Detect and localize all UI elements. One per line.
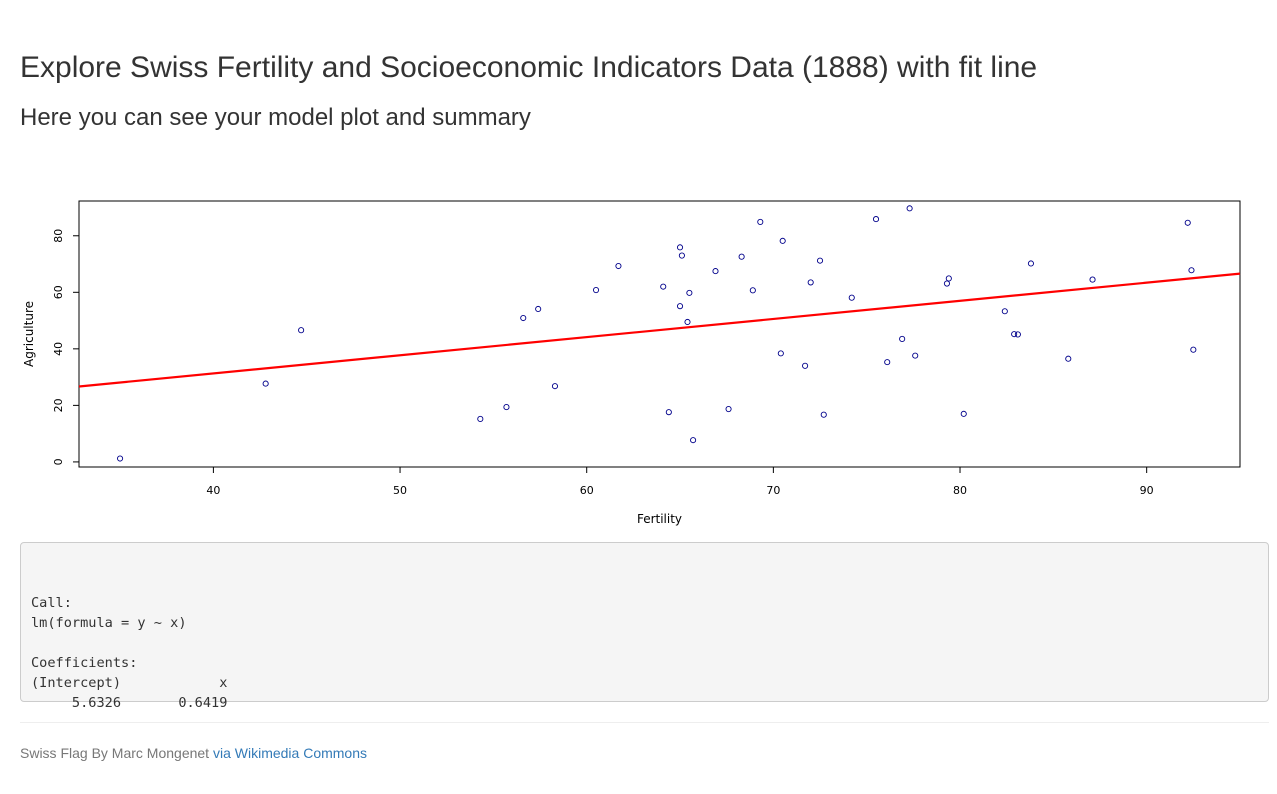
data-point	[816, 257, 824, 264]
x-tick-label: 60	[580, 484, 594, 497]
data-point	[807, 279, 814, 286]
wikimedia-link[interactable]: via Wikimedia Commons	[212, 745, 368, 761]
y-tick-label: 80	[52, 229, 65, 243]
data-point	[262, 380, 269, 387]
data-point	[757, 218, 764, 225]
data-point	[820, 411, 827, 418]
data-point	[520, 314, 527, 322]
data-point	[117, 455, 124, 462]
summary-line	[31, 633, 1258, 653]
data-point	[477, 415, 484, 422]
data-point	[686, 289, 693, 296]
data-point	[660, 283, 667, 290]
data-point	[1190, 346, 1197, 353]
footer-divider	[20, 722, 1269, 723]
x-tick-label: 70	[766, 484, 780, 497]
data-point	[551, 383, 559, 390]
x-axis-label: Fertility	[637, 512, 682, 526]
page-title: Explore Swiss Fertility and Socioeconomi…	[20, 51, 1038, 84]
data-point	[676, 303, 684, 310]
plot-frame	[78, 200, 1241, 468]
data-point	[943, 280, 951, 287]
data-point	[912, 352, 919, 359]
data-point	[802, 362, 809, 369]
data-point	[678, 252, 685, 259]
footer: Swiss Flag By Marc Mongenet via Wikimedi…	[20, 745, 367, 761]
data-point	[615, 262, 622, 270]
data-point	[690, 437, 697, 444]
fit-line	[78, 272, 1241, 388]
data-point	[945, 275, 952, 282]
data-point	[848, 294, 855, 301]
data-point	[777, 350, 784, 357]
y-tick-label: 20	[52, 398, 65, 412]
data-point	[872, 216, 880, 223]
data-point	[1089, 276, 1096, 283]
data-point	[1014, 331, 1021, 338]
y-tick-label: 0	[52, 458, 65, 465]
data-point	[725, 406, 732, 413]
summary-line: lm(formula = y ~ x)	[31, 615, 187, 631]
model-summary: Call: lm(formula = y ~ x) Coefficients: (In…	[20, 542, 1269, 711]
y-tick-label: 40	[52, 342, 65, 356]
data-point	[712, 268, 719, 275]
x-tick-label: 90	[1140, 484, 1154, 497]
data-point	[535, 305, 542, 313]
summary-line: Call:	[31, 595, 72, 611]
summary-line: Coefficients:	[31, 655, 138, 671]
data-point	[503, 404, 510, 411]
data-point	[1184, 219, 1191, 226]
x-tick-label: 80	[953, 484, 967, 497]
page-subtitle: Here you can see your model plot and sum…	[20, 104, 531, 131]
summary-line: 5.6326 0.6419	[31, 695, 228, 711]
data-point	[884, 359, 891, 366]
x-tick-label: 50	[393, 484, 407, 497]
data-point	[899, 335, 906, 342]
data-point	[906, 205, 913, 212]
data-point	[960, 410, 967, 417]
data-point	[1027, 260, 1034, 267]
x-tick-label: 40	[206, 484, 220, 497]
scatter-plot: 40 50 60 70 80 90 0 20 40 60 80 Fertility Agricultur…	[22, 200, 1241, 526]
data-point	[684, 318, 691, 326]
footer-credit: Swiss Flag By Marc Mongenet	[20, 745, 213, 761]
data-point	[749, 287, 756, 294]
data-point	[738, 253, 745, 260]
data-point	[1001, 308, 1008, 315]
data-point	[1011, 331, 1018, 338]
y-axis-label: Agriculture	[22, 301, 36, 367]
y-tick-label: 60	[52, 285, 65, 299]
data-point	[676, 244, 684, 251]
data-point	[665, 409, 672, 416]
summary-line: (Intercept) x	[31, 675, 228, 691]
data-point	[592, 286, 600, 294]
data-point	[1188, 267, 1195, 274]
data-point	[298, 327, 305, 334]
data-point	[779, 237, 786, 244]
data-point	[1065, 355, 1072, 362]
summary-line	[31, 573, 1258, 593]
